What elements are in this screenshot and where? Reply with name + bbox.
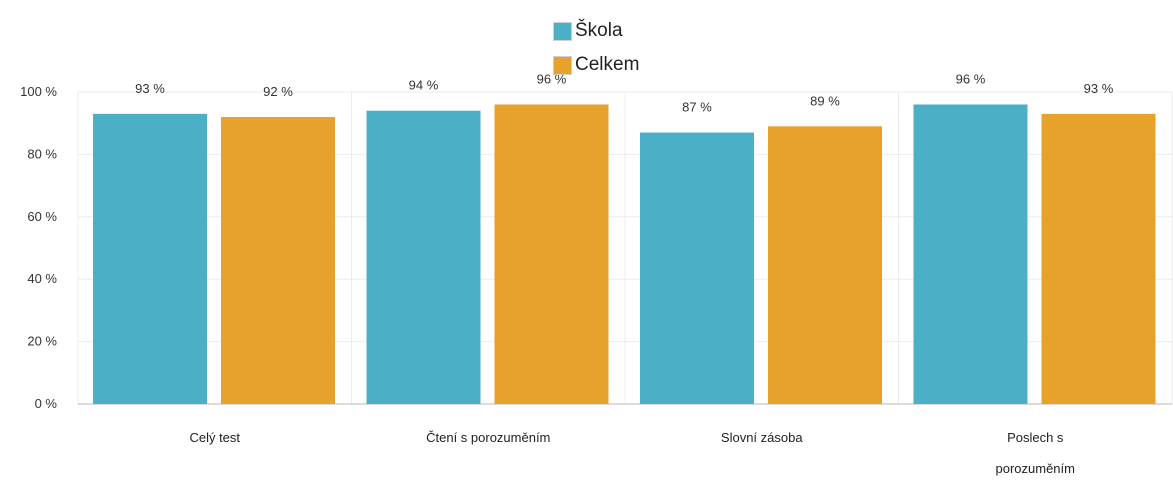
bar [1041,113,1156,404]
bar [640,132,754,404]
bar [93,113,207,404]
bar [913,104,1028,404]
legend-label-skola: Škola [575,20,623,41]
data-label: 96 % [956,71,986,86]
bar [366,110,481,404]
y-tick-label: 40 % [27,271,57,286]
bar [221,116,335,405]
y-tick-label: 20 % [27,334,57,349]
data-label: 96 % [537,71,567,86]
x-tick-label: porozuměním [996,461,1075,476]
legend-label-celkem: Celkem [575,54,640,75]
data-label: 93 % [1084,81,1114,96]
x-tick-label: Čtení s porozuměním [426,430,550,445]
data-label: 93 % [135,81,165,96]
y-tick-label: 0 % [35,396,58,411]
x-tick-label: Slovní zásoba [721,430,803,445]
y-tick-label: 80 % [27,146,57,161]
legend-swatch-celkem [553,55,572,75]
bar [494,104,609,404]
legend: Škola Celkem [553,14,639,82]
y-tick-label: 100 % [20,84,57,99]
legend-swatch-skola [553,21,572,41]
data-label: 87 % [682,100,712,115]
bar [768,126,882,404]
y-tick-label: 60 % [27,209,57,224]
legend-item-skola[interactable]: Škola [553,14,639,48]
data-label: 89 % [810,93,840,108]
data-label: 94 % [409,78,439,93]
x-tick-label: Poslech s [1007,430,1064,445]
data-label: 92 % [263,84,293,99]
x-tick-label: Celý test [189,430,240,445]
legend-item-celkem[interactable]: Celkem [553,48,639,82]
